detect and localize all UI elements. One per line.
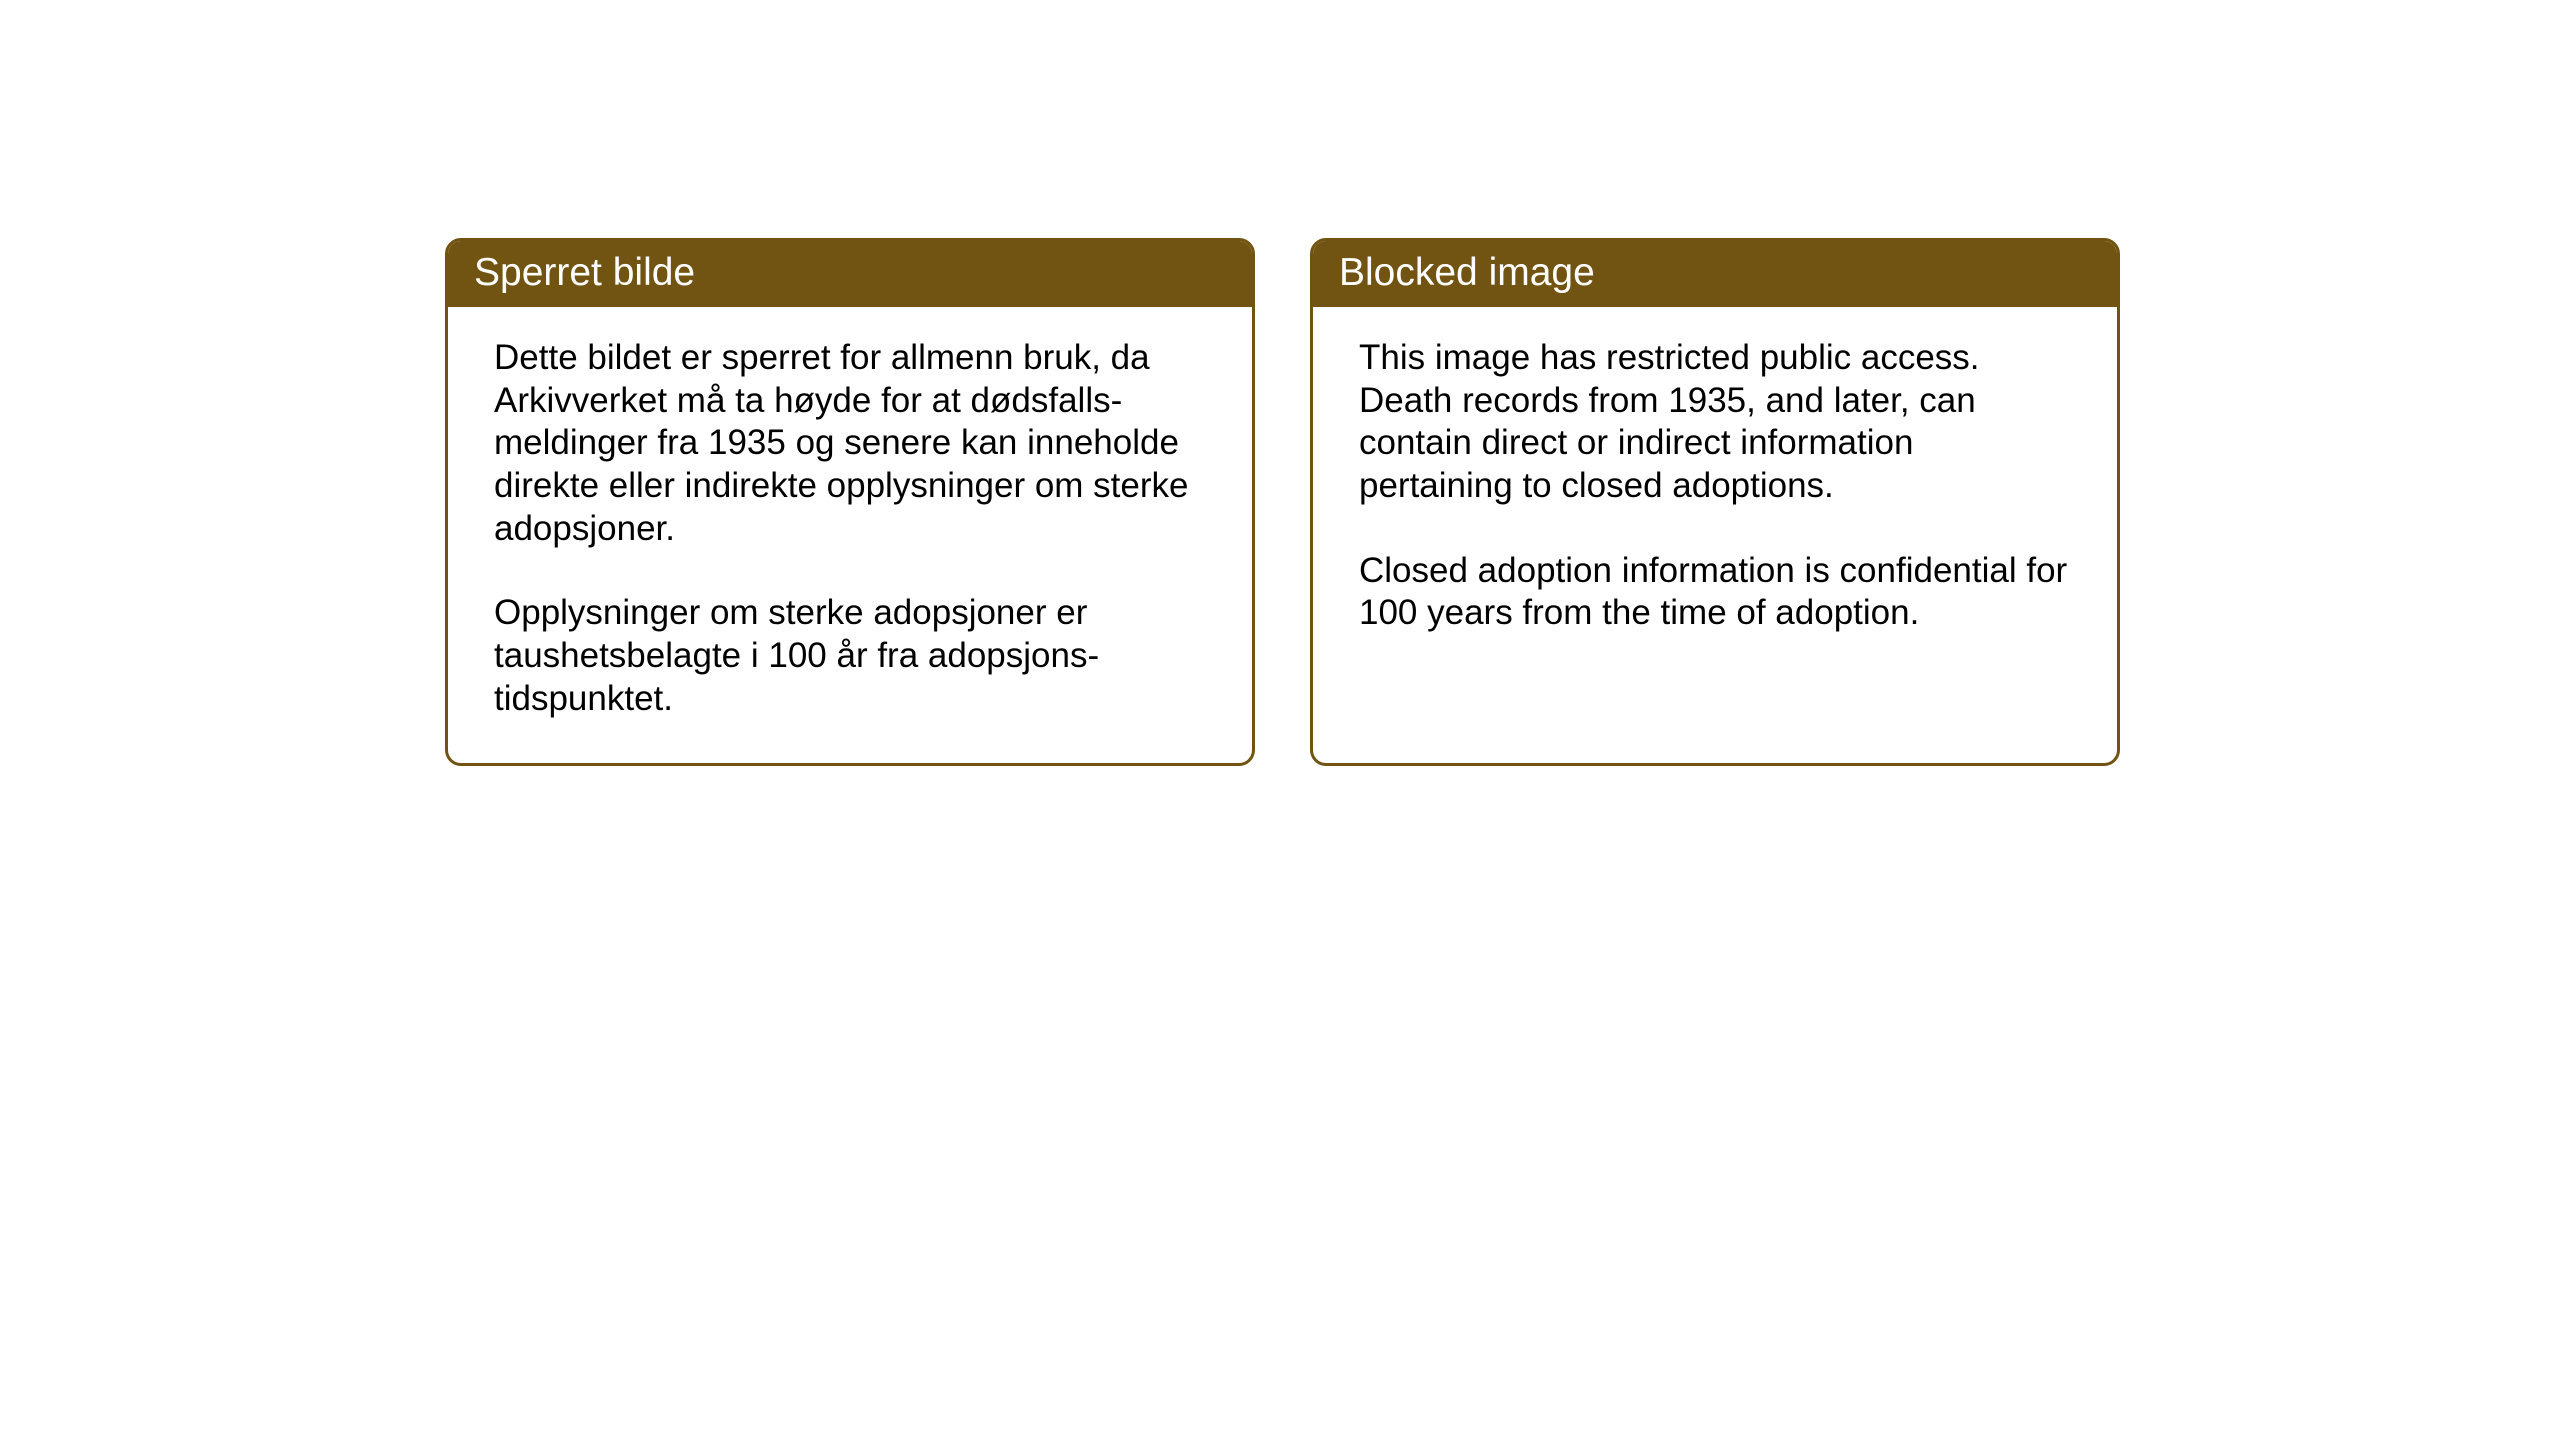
notice-title-english: Blocked image: [1339, 251, 1595, 294]
notice-box-english: Blocked image This image has restricted …: [1310, 238, 2120, 766]
notice-container: Sperret bilde Dette bildet er sperret fo…: [445, 238, 2120, 766]
notice-body-norwegian: Dette bildet er sperret for allmenn bruk…: [448, 307, 1252, 763]
notice-box-norwegian: Sperret bilde Dette bildet er sperret fo…: [445, 238, 1255, 766]
notice-paragraph-2-english: Closed adoption information is confident…: [1359, 550, 2071, 635]
notice-header-norwegian: Sperret bilde: [448, 241, 1252, 307]
notice-title-norwegian: Sperret bilde: [474, 251, 695, 294]
notice-paragraph-1-english: This image has restricted public access.…: [1359, 337, 2071, 508]
notice-body-english: This image has restricted public access.…: [1313, 307, 2117, 677]
notice-paragraph-2-norwegian: Opplysninger om sterke adopsjoner er tau…: [494, 592, 1206, 720]
notice-header-english: Blocked image: [1313, 241, 2117, 307]
notice-paragraph-1-norwegian: Dette bildet er sperret for allmenn bruk…: [494, 337, 1206, 550]
